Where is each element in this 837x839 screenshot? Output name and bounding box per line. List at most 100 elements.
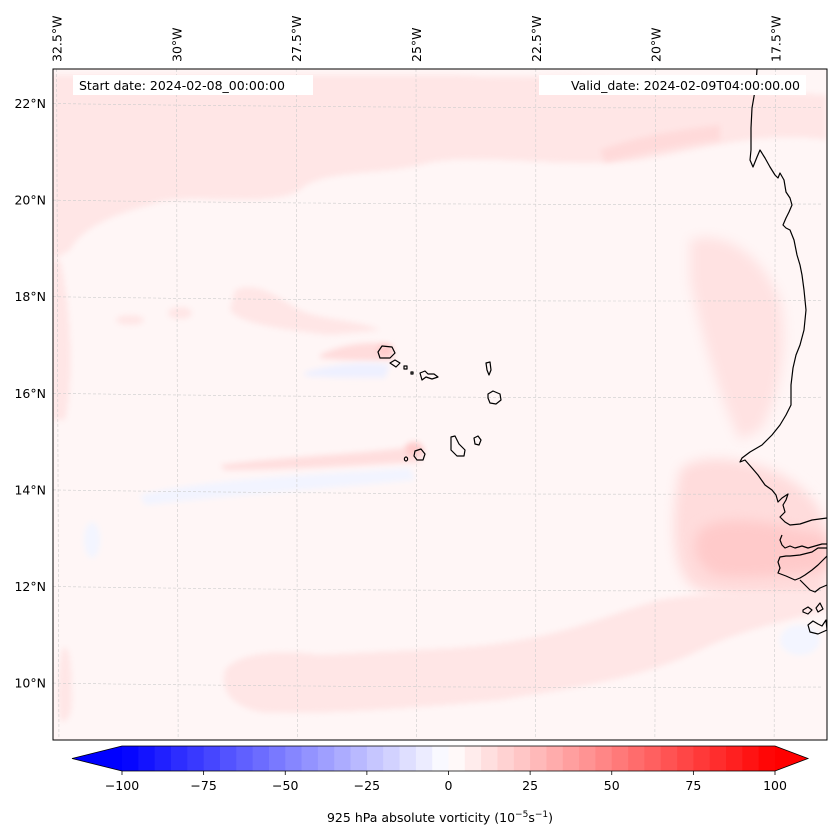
colorbar-tick-label: 25 — [522, 778, 538, 793]
colorbar-bin — [660, 746, 678, 771]
meridian-gridline — [654, 69, 656, 739]
cape-verde-sao-nicolau — [419, 370, 439, 381]
west-africa-coastline — [739, 69, 827, 581]
valid-date-annotation: Valid_date: 2024-02-09T04:00:00.00 — [539, 75, 806, 95]
meridian-gridline — [773, 69, 776, 740]
parallel-gridline — [53, 296, 824, 302]
longitude-tick-label: 30°W — [170, 27, 185, 62]
colorbar-bin — [350, 746, 368, 771]
colorbar-bin — [628, 746, 645, 771]
mid-north-blob-1 — [116, 315, 144, 325]
gambia-river-coast — [779, 534, 827, 549]
bijagos-island-3 — [807, 619, 827, 635]
cape-verde-santiago — [450, 435, 466, 457]
bijagos-coast — [799, 579, 827, 593]
colorbar-bin — [530, 746, 547, 771]
colorbar-bin — [285, 746, 302, 771]
colorbar-bin — [562, 746, 580, 771]
cape-verde-razo — [410, 371, 414, 375]
parallel-gridline — [53, 586, 824, 592]
negative-blob-west — [84, 522, 100, 558]
latitude-tick-label: 18°N — [14, 289, 46, 304]
longitude-tick-label: 25°W — [409, 27, 424, 62]
colorbar-bin — [203, 746, 221, 771]
colorbar-bin — [432, 746, 449, 771]
colorbar-tick-label: 100 — [763, 778, 787, 793]
cape-verde-maio — [473, 435, 482, 446]
colorbar-bin — [170, 746, 188, 771]
cape-verde-santo-antao — [377, 345, 396, 359]
cape-verde-sao-vicente — [389, 359, 401, 368]
colorbar-bin — [677, 746, 694, 771]
colorbar-bin — [546, 746, 564, 771]
cape-verde-santa-luzia — [403, 365, 408, 370]
longitude-tick-label: 20°W — [649, 27, 664, 62]
parallel-gridline — [53, 682, 824, 688]
colorbar-tick-label: −25 — [354, 778, 380, 793]
parallel-gridline — [53, 393, 824, 398]
cape-verde-sal — [485, 361, 492, 376]
cape-verde-fogo — [413, 448, 426, 461]
colorbar-bin — [415, 746, 433, 771]
colorbar-tick-label: 50 — [604, 778, 620, 793]
parallel-gridline — [53, 489, 824, 495]
colorbar-bin — [742, 746, 760, 771]
colorbar-bin — [334, 746, 351, 771]
meridian-gridline — [295, 69, 298, 739]
colorbar-bin — [448, 746, 466, 771]
island-wake-negative-south — [140, 468, 415, 505]
colorbar-bin — [252, 746, 270, 771]
longitude-tick-label: 32.5°W — [50, 16, 65, 62]
latitude-tick-label: 20°N — [14, 193, 46, 208]
colorbar-bin — [481, 746, 498, 771]
map-frame — [52, 68, 828, 741]
colorbar-bin — [383, 746, 400, 771]
northern-positive-band — [53, 75, 827, 260]
coastal-positive-strip — [690, 237, 784, 440]
longitude-tick-label: 17.5°W — [768, 16, 783, 62]
bijagos-island-1 — [802, 606, 813, 615]
latitude-tick-label: 22°N — [14, 96, 46, 111]
colorbar-bin — [726, 746, 743, 771]
island-wake-positive-south — [220, 448, 425, 470]
latitude-tick-label: 14°N — [14, 482, 46, 497]
start-date-annotation: Start date: 2024-02-08_00:00:00 — [73, 75, 313, 95]
colorbar-bins — [122, 746, 776, 771]
longitude-tick-label: 22.5°W — [529, 16, 544, 62]
colorbar-bin — [464, 746, 482, 771]
longitude-tick-label: 27.5°W — [289, 16, 304, 62]
western-edge-lobe — [57, 647, 72, 722]
map-panel: Start date: 2024-02-08_00:00:00 Valid_da… — [14, 16, 828, 741]
colorbar-bin — [122, 746, 139, 771]
senegal-maximum-core — [695, 520, 827, 578]
colorbar-bin — [595, 746, 613, 771]
colorbar-label: 925 hPa absolute vorticity (10−5s−1) — [327, 810, 553, 825]
parallel-gridline — [53, 199, 824, 205]
coastlines — [377, 69, 827, 635]
colorbar-bin — [399, 746, 417, 771]
colorbar-bin — [317, 746, 335, 771]
parallel-gridline — [53, 103, 824, 109]
gridlines — [53, 69, 824, 740]
colorbar-tick-label: 75 — [685, 778, 701, 793]
meridian-gridline — [176, 69, 179, 739]
colorbar-tick-label: −75 — [190, 778, 216, 793]
colorbar-tick-label: −50 — [272, 778, 298, 793]
meridian-gridline — [415, 69, 417, 739]
colorbar-bin — [579, 746, 596, 771]
colorbar-bin — [611, 746, 629, 771]
southern-positive-band — [223, 590, 827, 713]
colorbar-bin — [219, 746, 237, 771]
latitude-tick-label: 12°N — [14, 579, 46, 594]
colorbar-bin — [644, 746, 662, 771]
colorbar-ticks: −100 −75 −50 −25 0 25 50 75 100 — [105, 771, 787, 793]
vorticity-field — [53, 75, 827, 722]
colorbar-bin — [301, 746, 319, 771]
colorbar-bin — [236, 746, 253, 771]
colorbar-bin — [497, 746, 515, 771]
colorbar-bin — [138, 746, 156, 771]
colorbar-bin — [709, 746, 727, 771]
colorbar-bin — [693, 746, 711, 771]
colorbar-bin — [154, 746, 172, 771]
